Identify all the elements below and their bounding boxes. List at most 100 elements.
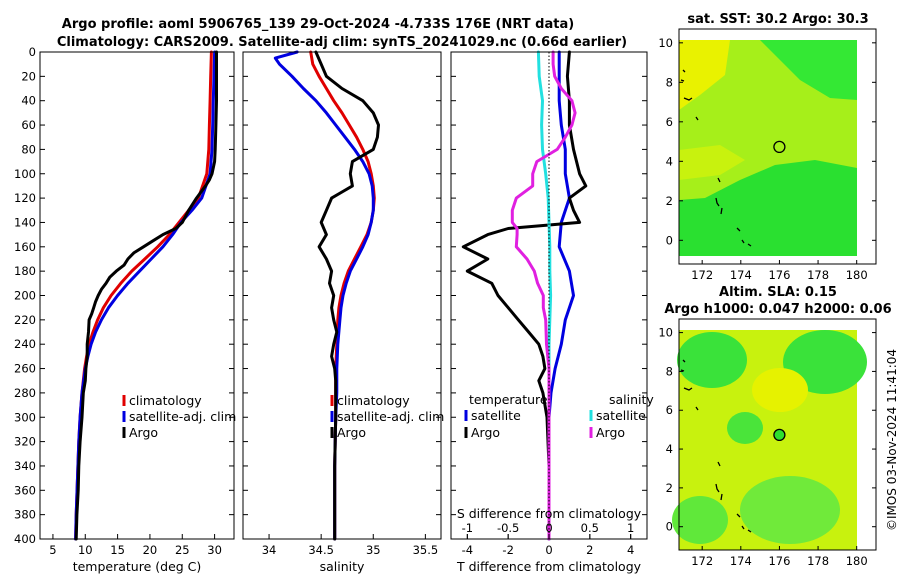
temperature-panel: 5 10 15 20 25 30 0 20 40 60 80 100 120 140 160 180 200 2…: [14, 45, 236, 574]
sla-map-title-line2: Argo h1000: 0.047 h2000: 0.06: [664, 302, 891, 317]
x2-tick-label: 0: [545, 521, 552, 535]
s-difference-xlabel: S difference from climatology: [457, 506, 642, 521]
sst-mid-region: [679, 145, 745, 180]
x-tick-label: 2: [586, 543, 593, 557]
map-x-tick-label: 172: [691, 268, 713, 282]
sla-low-region-nw: [677, 332, 747, 388]
main-title-line2: Climatology: CARS2009. Satellite-adj cli…: [57, 35, 627, 50]
map-y-tick-label: 4: [666, 154, 673, 168]
y-tick-label: 20: [21, 69, 36, 83]
x-tick-label: 20: [143, 543, 158, 557]
difference-legend: temperature salinity satellite Argo sate…: [464, 392, 654, 440]
legend-label-s-argo: Argo: [596, 425, 625, 440]
y-tick-label: 320: [14, 435, 36, 449]
sla-low-region-sw: [672, 496, 728, 544]
y-tick-label: 80: [21, 142, 36, 156]
timestamp: ©IMOS 03-Nov-2024 11:41:04: [885, 349, 899, 531]
sst-hot-region: [679, 40, 730, 110]
map-x-tick-label: 176: [768, 268, 790, 282]
y-tick-label: 200: [14, 289, 36, 303]
temperature-legend: climatology satellite-adj. clim Argo: [122, 393, 236, 440]
y-tick-label: 280: [14, 386, 36, 400]
legend-label-climatology: climatology: [129, 393, 202, 408]
x-tick-label: 0: [545, 543, 552, 557]
x-tick-label: -2: [502, 543, 513, 557]
y-tick-label: 400: [14, 532, 36, 546]
map-x-tick-label: 180: [846, 554, 868, 568]
y-tick-label: 120: [14, 191, 36, 205]
series-line-argo: [314, 50, 380, 541]
map-y-tick-label: 8: [666, 75, 673, 89]
x-tick-label: 34: [262, 543, 277, 557]
series-line-argo: [510, 50, 577, 541]
sst-coastline: [680, 69, 752, 247]
y-tick-label: 60: [21, 118, 36, 132]
x2-tick-label: 1: [627, 521, 634, 535]
map-y-tick-label: 0: [666, 520, 673, 534]
argo-location-marker: [773, 428, 786, 442]
x-tick-label: 25: [175, 543, 190, 557]
sla-low-region-center: [727, 412, 763, 444]
map-y-tick-label: 8: [666, 364, 673, 378]
y-tick-label: 380: [14, 508, 36, 522]
x-tick-label: 15: [110, 543, 125, 557]
y-tick-label: 180: [14, 264, 36, 278]
y-tick-label: 140: [14, 215, 36, 229]
sst-cool-region: [760, 40, 857, 100]
series-line-satellite: [547, 50, 575, 541]
series-line-satellite-adj-clim: [273, 50, 375, 541]
map-x-tick-label: 176: [768, 554, 790, 568]
x-tick-label: 35: [366, 543, 381, 557]
y-tick-label: 360: [14, 483, 36, 497]
map-y-tick-label: 6: [666, 403, 673, 417]
y-tick-label: 0: [29, 45, 36, 59]
salinity-xlabel: salinity: [320, 559, 365, 574]
map-y-tick-label: 10: [658, 326, 673, 340]
y-tick-label: 240: [14, 337, 36, 351]
y-tick-label: 300: [14, 410, 36, 424]
map-x-tick-label: 174: [730, 554, 752, 568]
sla-map-title-line1: Altim. SLA: 0.15: [719, 285, 837, 300]
difference-panel: -4 -2 0 2 4 -1 -0.5 0 0.5 1 T difference from cl…: [450, 50, 654, 574]
map-x-tick-label: 178: [807, 268, 829, 282]
map-y-tick-label: 0: [666, 233, 673, 247]
temperature-xlabel: temperature (deg C): [73, 559, 202, 574]
series-line-climatology: [74, 50, 213, 541]
y-tick-label: 40: [21, 94, 36, 108]
sst-map: 172 174 176 178 180 0 2 4 6 8 10: [658, 28, 877, 282]
y-tick-label: 340: [14, 459, 36, 473]
main-title-line1: Argo profile: aoml 5906765_139 29-Oct-20…: [62, 17, 574, 32]
legend-label-climatology: climatology: [337, 393, 410, 408]
map-x-tick-label: 174: [730, 268, 752, 282]
x-tick-label: 5: [49, 543, 56, 557]
legend-label-t-argo: Argo: [471, 425, 500, 440]
sla-map: 172 174 176 178 180 0 2 4 6 8 10: [658, 318, 877, 568]
map-x-tick-label: 180: [846, 268, 868, 282]
x-tick-label: 34.5: [308, 543, 334, 557]
sla-map-frame: [678, 318, 877, 551]
y-tick-label: 100: [14, 167, 36, 181]
temperature-axes-frame: [39, 51, 235, 540]
salinity-panel: 34 34.5 35 35.5 salinity climatology satell…: [242, 50, 444, 574]
legend-label-argo: Argo: [337, 425, 366, 440]
legend-label-s-satellite: satellite: [596, 408, 646, 423]
x-tick-label: 35.5: [413, 543, 439, 557]
x-tick-label: 30: [207, 543, 222, 557]
argo-location-marker: [773, 140, 786, 154]
y-tick-label: 220: [14, 313, 36, 327]
map-y-tick-label: 2: [666, 194, 673, 208]
map-y-tick-label: 10: [658, 36, 673, 50]
sla-low-region-ne: [783, 330, 867, 394]
x-tick-label: -4: [462, 543, 473, 557]
sst-map-frame: [678, 28, 877, 265]
y-tick-label: 260: [14, 362, 36, 376]
salinity-legend: climatology satellite-adj. clim Argo: [330, 393, 444, 440]
series-line-argo: [74, 50, 218, 541]
legend-label-satellite-adj: satellite-adj. clim: [129, 409, 236, 424]
legend-title-temperature: temperature: [469, 392, 548, 407]
x2-tick-label: -0.5: [497, 521, 519, 535]
map-x-tick-label: 178: [807, 554, 829, 568]
x2-tick-label: 0.5: [581, 521, 599, 535]
legend-label-t-satellite: satellite: [471, 408, 521, 423]
